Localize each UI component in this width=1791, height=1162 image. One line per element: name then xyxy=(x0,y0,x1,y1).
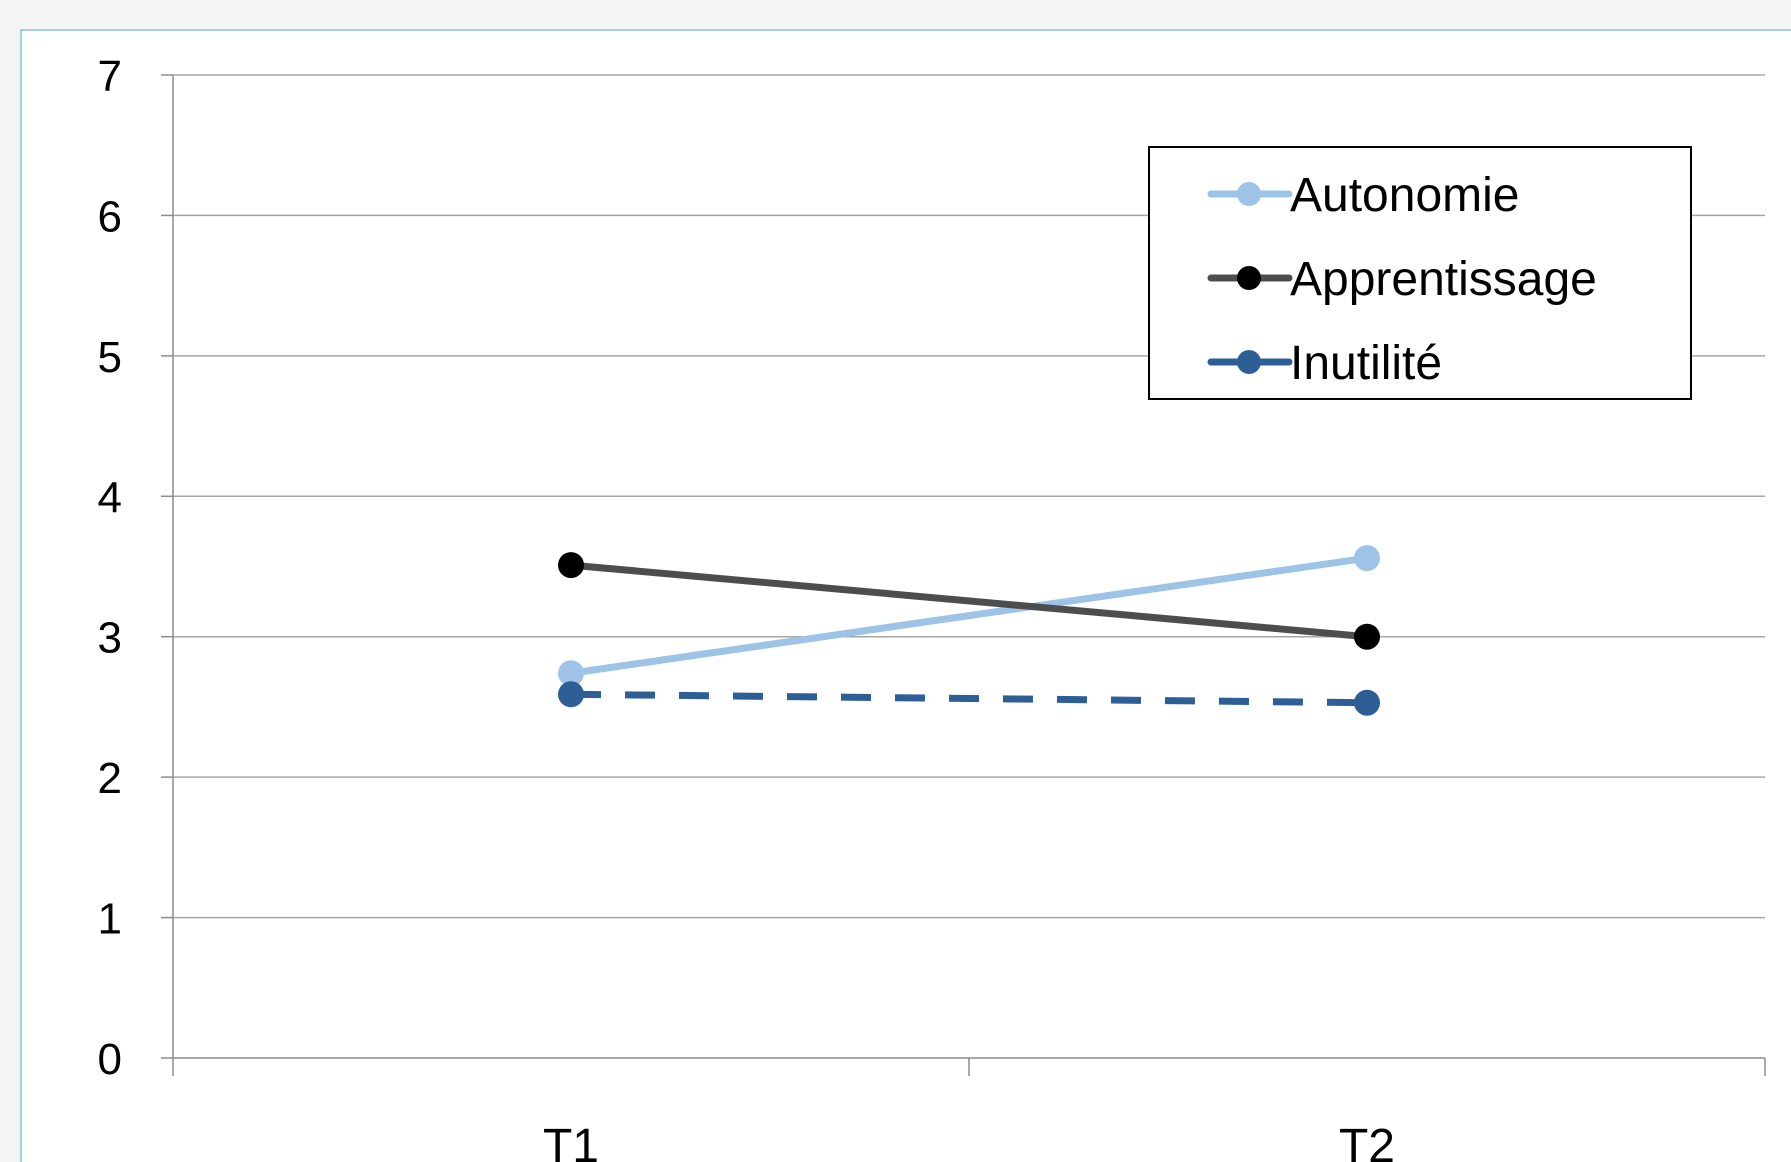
y-tick-labels: 0 1 2 3 4 5 6 7 xyxy=(98,52,122,1084)
legend-item: Inutilité xyxy=(1207,337,1442,390)
legend-label: Inutilité xyxy=(1290,337,1442,390)
data-point xyxy=(558,552,584,579)
series-line xyxy=(570,690,1368,707)
legend-marker xyxy=(1237,266,1261,290)
series-line xyxy=(567,554,1371,677)
x-tick-label: T1 xyxy=(543,1120,599,1162)
legend-item: Autonomie xyxy=(1207,169,1519,222)
data-point xyxy=(558,660,584,687)
y-tick-label: 6 xyxy=(98,192,122,241)
y-tick-label: 7 xyxy=(98,52,122,101)
data-point xyxy=(1354,689,1380,716)
y-tick-label: 1 xyxy=(98,895,122,944)
series-apprentissage xyxy=(558,552,1380,650)
legend-item: Apprentissage xyxy=(1207,253,1597,306)
series-lines xyxy=(558,545,1380,716)
x-tick-labels: T1 T2 xyxy=(543,1120,1395,1162)
legend: Autonomie Apprentissage Inutilité xyxy=(1148,146,1692,400)
y-tick-label: 0 xyxy=(98,1035,122,1084)
series-autonomie xyxy=(558,545,1380,687)
data-point xyxy=(1354,545,1380,572)
legend-marker xyxy=(1237,350,1261,374)
series-line xyxy=(567,561,1371,641)
legend-marker xyxy=(1237,182,1261,206)
series-inutilité xyxy=(558,681,1380,716)
y-tick-label: 3 xyxy=(98,614,122,663)
axes xyxy=(161,74,1766,1076)
y-tick-label: 4 xyxy=(98,473,122,522)
data-point xyxy=(1354,623,1380,650)
x-tick-label: T2 xyxy=(1339,1120,1395,1162)
legend-label: Apprentissage xyxy=(1290,253,1597,306)
y-tick-label: 2 xyxy=(98,754,122,803)
data-point xyxy=(558,681,584,708)
legend-label: Autonomie xyxy=(1290,169,1519,222)
y-tick-label: 5 xyxy=(98,333,122,382)
